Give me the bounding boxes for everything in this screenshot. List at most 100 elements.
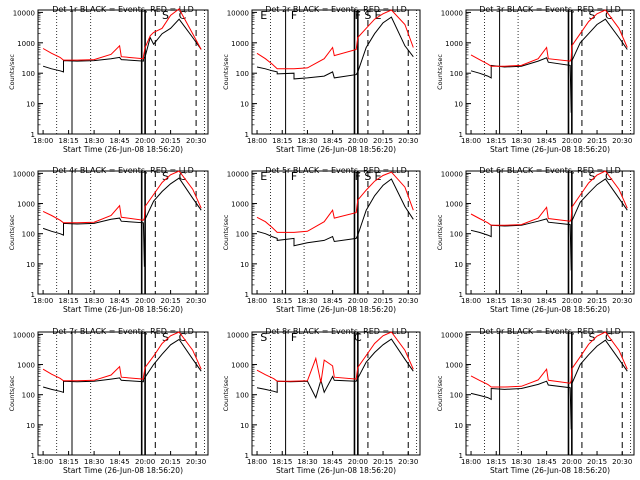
y-tick-label: 1 [245,291,249,299]
x-tick-label: 20:15 [161,137,181,145]
lld-series-line [256,171,414,233]
y-tick-label: 10 [26,101,35,109]
x-axis-label: Start Time (26-Jun-08 18:56:20) [490,145,610,154]
x-tick-label: 20:30 [186,297,206,305]
x-tick-label: 18:45 [537,297,557,305]
y-tick-label: 1000 [17,201,35,209]
y-tick-label: 10000 [441,9,463,17]
x-axis-label: Start Time (26-Jun-08 18:56:20) [63,305,183,314]
x-axis-label: Start Time (26-Jun-08 18:56:20) [63,466,183,475]
x-tick-label: 18:30 [84,137,104,145]
x-tick-label: 18:45 [323,137,343,145]
flag-marker-letter: S [162,9,169,22]
x-tick-label: 18:30 [511,137,531,145]
y-axis-label: Counts/sec [222,214,230,250]
x-tick-label: 18:00 [461,297,481,305]
x-tick-label: 18:45 [110,458,130,466]
x-tick-label: 20:00 [562,458,582,466]
x-tick-label: 20:30 [186,458,206,466]
x-tick-label: 18:00 [247,458,267,466]
x-tick-label: 18:00 [461,137,481,145]
x-tick-label: 20:15 [373,297,393,305]
y-tick-label: 10 [26,261,35,269]
plot-frame [251,9,421,135]
x-tick-label: 20:30 [398,137,418,145]
lld-series-line [470,331,628,388]
y-tick-label: 10 [240,422,249,430]
flag-marker-letter: S [364,9,371,22]
y-tick-label: 10 [454,422,463,430]
x-axis-label: Start Time (26-Jun-08 18:56:20) [63,145,183,154]
flag-marker-letter: F [355,9,361,22]
y-axis-label: Counts/sec [436,375,444,411]
y-tick-label: 10000 [13,170,35,178]
x-tick-label: 18:00 [33,297,53,305]
x-tick-label: 18:45 [323,297,343,305]
y-tick-label: 1000 [445,40,463,48]
y-axis-label: Counts/sec [8,214,16,250]
events-series-line [42,18,202,73]
y-tick-label: 1 [459,291,463,299]
x-tick-label: 18:00 [461,458,481,466]
y-tick-label: 10000 [227,9,249,17]
detector-panel-7: 1 10 100 1000 10000 18:00 18:15 18:30 18:45 20:00… [8,327,209,475]
detector-panel-4: 1 10 100 1000 10000 18:00 18:15 18:30 18:45 20:00… [8,166,209,314]
x-tick-label: 18:30 [511,297,531,305]
y-tick-label: 1 [245,452,249,460]
panel-title: Det 8r BLACK = Events, RED = LLD [265,327,407,336]
x-tick-label: 18:00 [33,137,53,145]
x-axis-label: Start Time (26-Jun-08 18:56:20) [490,305,610,314]
x-tick-label: 20:30 [186,137,206,145]
x-tick-label: 18:30 [297,458,317,466]
flag-marker-letter: E [375,170,382,183]
x-tick-label: 20:15 [373,137,393,145]
lld-series-line [256,9,414,70]
y-tick-label: 10000 [13,9,35,17]
y-tick-label: 1000 [445,201,463,209]
flag-marker-letter: F [291,331,297,344]
panel-title: Det 5r BLACK = Events, RED = LLD [265,166,407,175]
x-tick-label: 20:15 [587,458,607,466]
y-tick-label: 100 [450,231,463,239]
x-tick-label: 18:15 [272,297,292,305]
x-tick-label: 20:00 [135,297,155,305]
detector-panel-8: 1 10 100 1000 10000 18:00 18:15 18:30 18:45 20:00… [222,327,421,475]
x-axis-label: Start Time (26-Jun-08 18:56:20) [490,466,610,475]
x-tick-label: 18:15 [272,137,292,145]
detector-panel-3: 1 10 100 1000 10000 18:00 18:15 18:30 18:45 20:00… [436,5,635,154]
y-tick-label: 10 [26,422,35,430]
flag-marker-letter: S [589,9,596,22]
plot-frame [37,170,209,295]
y-tick-label: 1 [31,131,35,139]
lld-series-line [256,331,414,383]
lld-series-line [470,170,628,226]
detector-panel-2: 1 10 100 1000 10000 18:00 18:15 18:30 18:45 20:00… [222,5,421,154]
events-series-line [256,338,414,399]
y-axis-label: Counts/sec [436,214,444,250]
x-tick-label: 20:15 [587,137,607,145]
y-tick-label: 10 [240,261,249,269]
x-tick-label: 20:00 [348,297,368,305]
y-axis-label: Counts/sec [436,54,444,90]
x-tick-label: 20:00 [135,137,155,145]
y-tick-label: 10 [454,261,463,269]
y-tick-label: 1000 [445,362,463,370]
x-tick-label: 20:15 [587,297,607,305]
y-axis-label: Counts/sec [222,54,230,90]
panel-title: Det 9r BLACK = Events, RED = LLD [479,327,621,336]
x-axis-label: Start Time (26-Jun-08 18:56:20) [276,305,396,314]
events-series-line [256,178,414,247]
y-tick-label: 1000 [17,362,35,370]
x-tick-label: 18:00 [247,297,267,305]
flag-marker-letter: S [589,170,596,183]
x-tick-label: 20:00 [348,137,368,145]
y-tick-label: 100 [22,70,35,78]
plot-frame [37,9,209,135]
y-tick-label: 1 [459,452,463,460]
x-tick-label: 18:00 [247,137,267,145]
x-axis-label: Start Time (26-Jun-08 18:56:20) [276,466,396,475]
plot-frame [251,170,421,295]
x-tick-label: 18:45 [537,458,557,466]
y-tick-label: 10 [454,101,463,109]
lld-series-line [42,8,202,61]
